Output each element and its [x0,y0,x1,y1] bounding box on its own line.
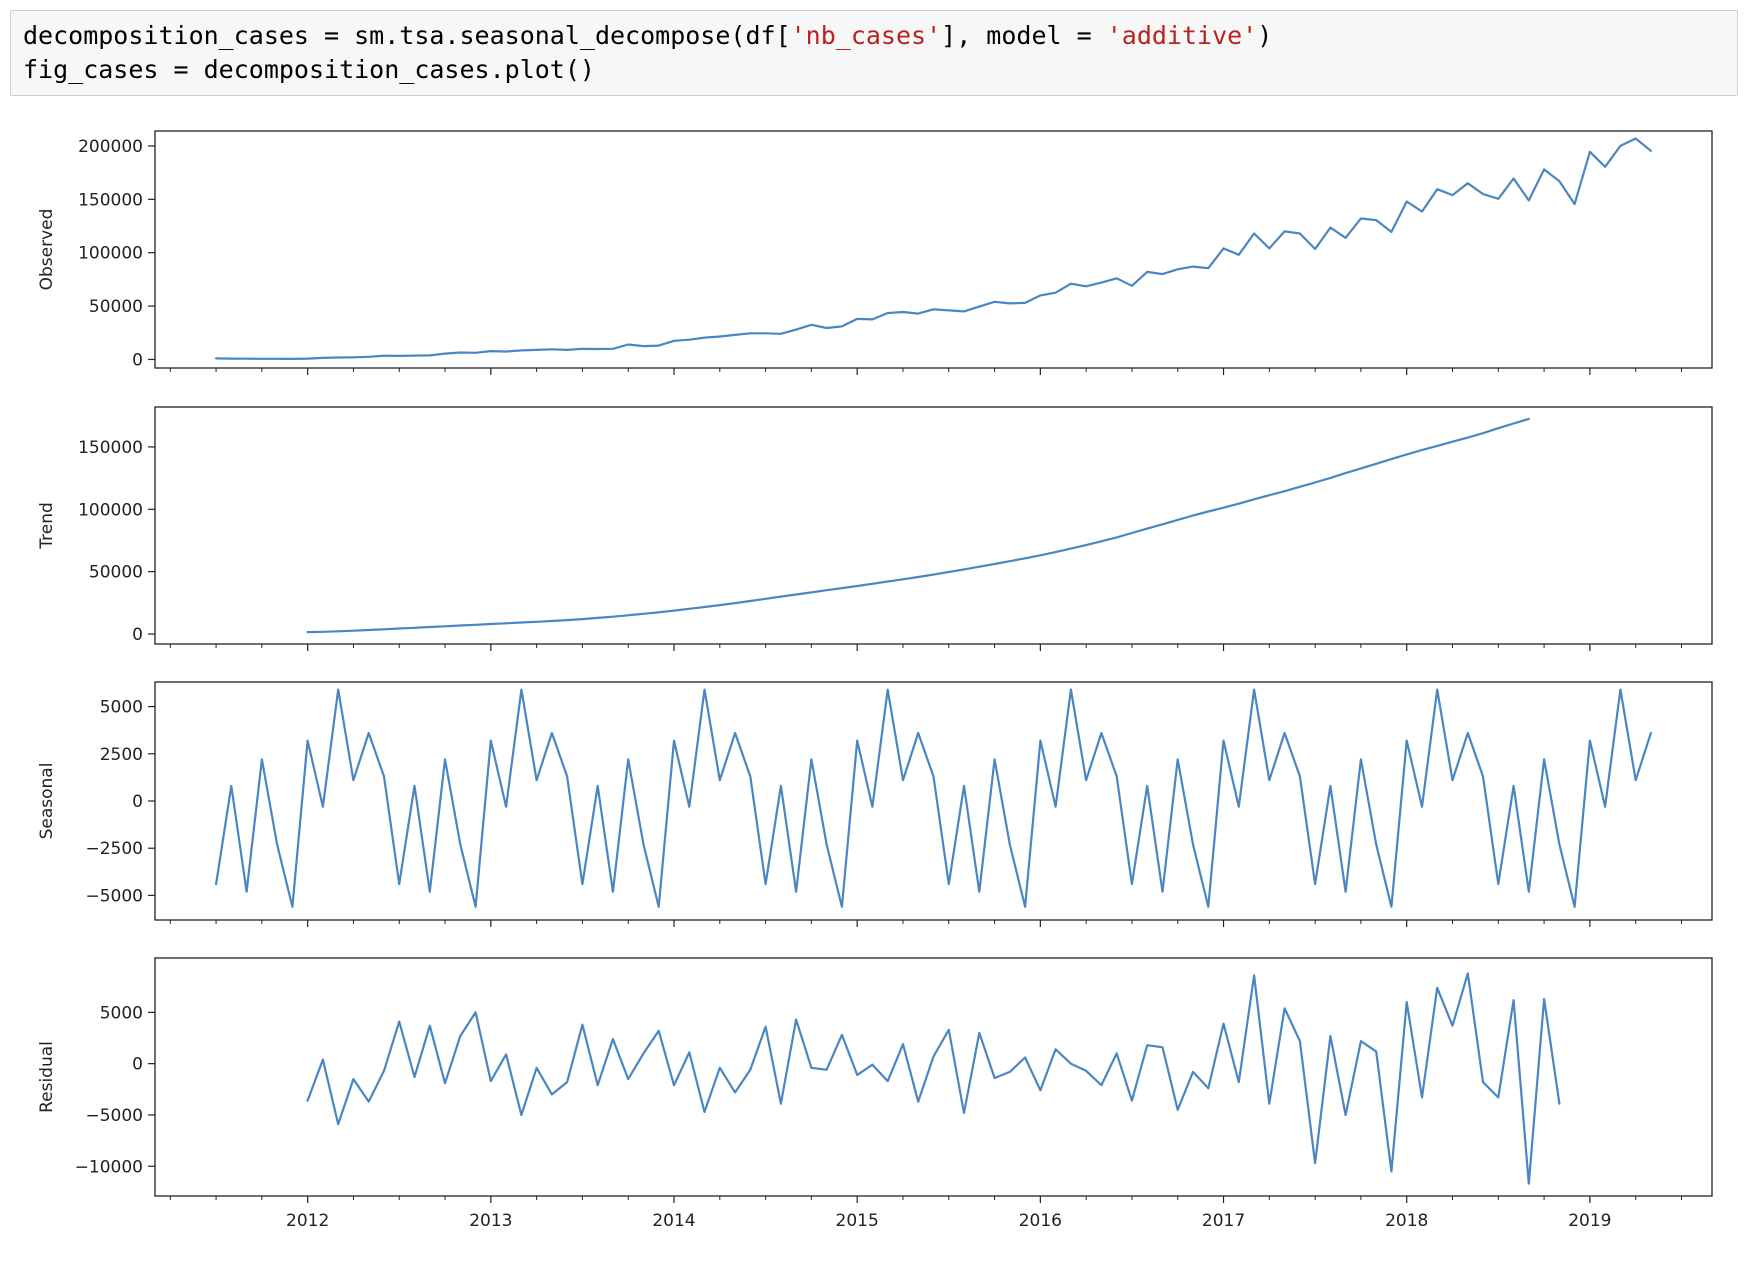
observed-ytick-label: 50000 [89,297,143,317]
trend-ytick-label: 50000 [89,563,143,583]
residual-ytick-label: −5000 [85,1106,143,1126]
observed-ytick-label: 150000 [78,190,143,210]
code-token: fig_cases = decomposition_cases.plot() [23,55,595,84]
trend-ytick-label: 150000 [78,438,143,458]
residual-ytick-label: 5000 [100,1003,143,1023]
xtick-label: 2019 [1568,1211,1611,1231]
xtick-label: 2018 [1385,1211,1428,1231]
code-line: decomposition_cases = sm.tsa.seasonal_de… [23,19,1725,53]
seasonal-ylabel: Seasonal [37,763,57,840]
panel-trend: 0 50000 100000 150000 Trend [37,406,1713,651]
seasonal-ytick-label: 0 [132,792,143,812]
seasonal-ytick-label: −2500 [85,839,143,859]
code-token: ) [1257,21,1273,50]
observed-axes-frame [154,130,1713,369]
trend-series-line [306,417,1530,634]
observed-ytick-label: 0 [132,350,143,370]
seasonal-ytick-label: 2500 [100,745,143,765]
residual-axes-frame [154,957,1713,1197]
code-line: fig_cases = decomposition_cases.plot() [23,53,1725,87]
observed-series-line [215,137,1652,360]
xtick-label: 2012 [286,1211,329,1231]
code-string-token: 'additive' [1106,21,1258,50]
residual-ytick-label: 0 [132,1055,143,1075]
observed-ytick-label: 100000 [78,244,143,264]
xtick-label: 2015 [836,1211,879,1231]
code-cell[interactable]: decomposition_cases = sm.tsa.seasonal_de… [10,10,1738,96]
panel-seasonal: −5000 −2500 0 2500 5000 Seasonal [37,681,1713,927]
code-string-token: 'nb_cases' [790,21,942,50]
observed-ylabel: Observed [37,209,57,291]
seasonal-series-line [215,688,1652,908]
panel-observed: 0 50000 100000 150000 200000 Observed [37,130,1713,375]
xtick-label: 2016 [1019,1211,1062,1231]
residual-series-line [306,972,1561,1185]
trend-axes-frame [154,406,1713,645]
trend-ytick-label: 0 [132,625,143,645]
xtick-label: 2017 [1202,1211,1245,1231]
residual-ytick-label: −10000 [75,1157,143,1177]
xtick-label: 2013 [469,1211,512,1231]
xtick-label: 2014 [652,1211,695,1231]
seasonal-ytick-label: −5000 [85,886,143,906]
panel-residual: −10000 −5000 0 5000 Residual [37,957,1713,1203]
observed-ytick-label: 200000 [78,137,143,157]
x-axis-labels: 2012 2013 2014 2015 2016 2017 2018 2019 [286,1211,1612,1231]
residual-ylabel: Residual [37,1041,57,1113]
trend-ytick-label: 100000 [78,500,143,520]
seasonal-ytick-label: 5000 [100,698,143,718]
trend-ylabel: Trend [37,502,57,550]
code-token: ], model = [941,21,1107,50]
code-token: decomposition_cases = sm.tsa.seasonal_de… [23,21,791,50]
